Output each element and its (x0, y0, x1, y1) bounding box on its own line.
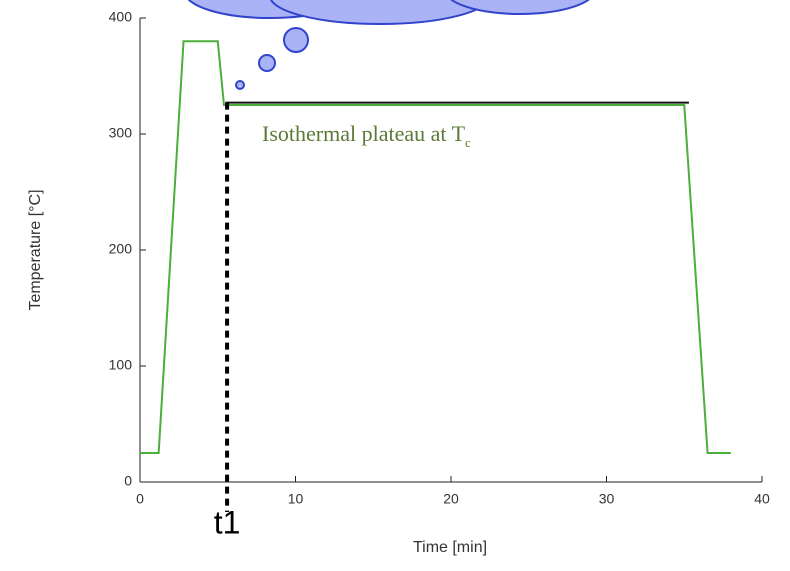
y-tick-label: 0 (124, 473, 132, 489)
x-tick-label: 0 (136, 491, 144, 507)
data-line (140, 40, 731, 454)
y-tick-label: 400 (109, 9, 133, 25)
marker-label: t1 (214, 504, 241, 540)
x-axis-label: Time [min] (413, 539, 487, 556)
plateau-label: Isothermal plateau at Tc (262, 121, 471, 150)
plateau-subscript: c (465, 135, 471, 150)
y-tick-label: 200 (109, 241, 133, 257)
y-tick-label: 100 (109, 357, 133, 373)
y-tick-label: 300 (109, 125, 133, 141)
x-tick-label: 10 (288, 491, 304, 507)
thought-cloud (187, 0, 590, 90)
x-tick-label: 40 (754, 491, 770, 507)
y-axis-label: Temperature [°C] (27, 189, 44, 310)
x-tick-label: 20 (443, 491, 459, 507)
plateau-text: Isothermal plateau at T (262, 121, 466, 146)
x-tick-label: 30 (599, 491, 615, 507)
